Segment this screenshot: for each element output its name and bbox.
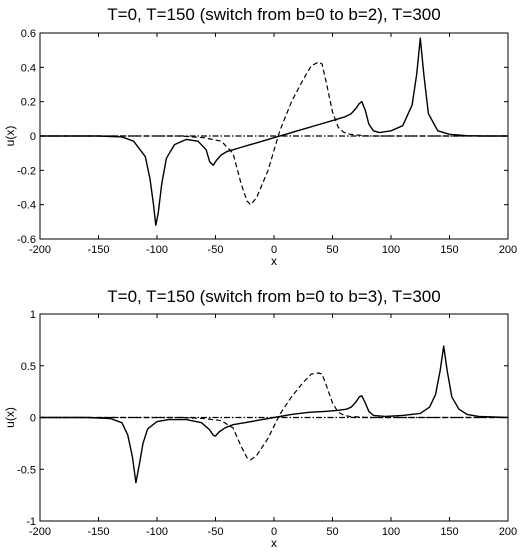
x-tick-label: 100	[382, 526, 400, 538]
x-tick-label: 200	[499, 526, 517, 538]
chart-panel-2: T=0, T=150 (switch from b=0 to b=3), T=3…	[3, 287, 517, 550]
y-tick-label: 0	[30, 413, 36, 425]
y-tick-label: -0.2	[17, 165, 36, 177]
y-tick-label: 0.2	[21, 97, 36, 109]
series-line-dashed	[40, 372, 508, 461]
x-tick-label: 150	[440, 244, 458, 256]
x-tick-label: -150	[87, 244, 109, 256]
x-tick-label: -100	[146, 244, 168, 256]
y-axis-label: u(x)	[3, 407, 17, 428]
x-tick-label: 200	[499, 244, 517, 256]
x-axis-label: x	[271, 254, 277, 268]
x-axis-label: x	[271, 536, 277, 550]
x-tick-label: -200	[29, 244, 51, 256]
series-line-solid	[40, 37, 508, 227]
y-tick-label: -0.4	[17, 200, 36, 212]
y-tick-label: -0.6	[17, 234, 36, 246]
x-tick-label: 150	[440, 526, 458, 538]
x-tick-label: -50	[208, 244, 224, 256]
y-axis-label: u(x)	[3, 126, 17, 147]
y-tick-label: -0.5	[17, 464, 36, 476]
x-tick-label: 0	[271, 526, 277, 538]
y-tick-label: 1	[30, 309, 36, 321]
y-tick-label: 0.5	[21, 361, 36, 373]
x-tick-label: -150	[87, 526, 109, 538]
x-tick-label: -200	[29, 526, 51, 538]
chart-title: T=0, T=150 (switch from b=0 to b=2), T=3…	[107, 5, 440, 24]
x-tick-label: 50	[326, 244, 338, 256]
series-line-dashed	[40, 61, 508, 206]
y-tick-label: -1	[26, 516, 36, 528]
x-tick-label: 0	[271, 244, 277, 256]
chart-title: T=0, T=150 (switch from b=0 to b=3), T=3…	[107, 287, 440, 306]
y-tick-label: 0.6	[21, 28, 36, 40]
x-tick-label: 100	[382, 244, 400, 256]
x-tick-label: 50	[326, 526, 338, 538]
series-line-solid	[40, 345, 508, 484]
y-tick-label: 0.4	[21, 62, 36, 74]
x-tick-label: -50	[208, 526, 224, 538]
y-tick-label: 0	[30, 131, 36, 143]
x-tick-label: -100	[146, 526, 168, 538]
chart-panel-1: T=0, T=150 (switch from b=0 to b=2), T=3…	[3, 5, 517, 268]
